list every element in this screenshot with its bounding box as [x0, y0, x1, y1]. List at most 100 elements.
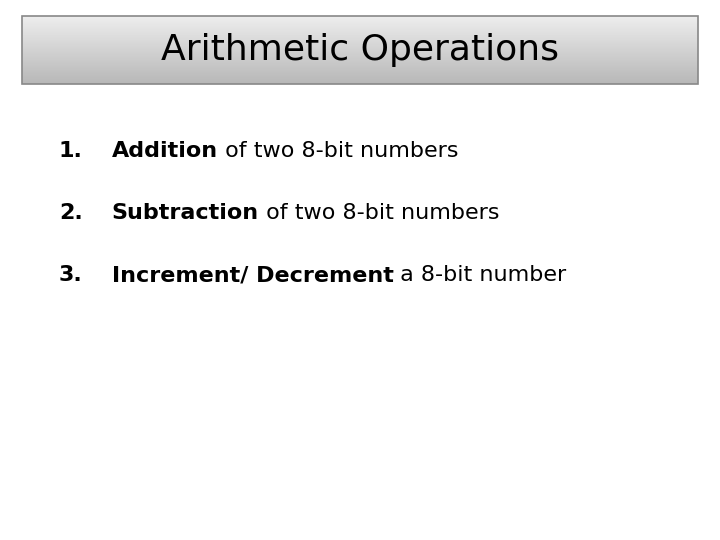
Bar [22, 22, 698, 23]
Bar [22, 47, 698, 48]
Bar [22, 71, 698, 72]
Bar [22, 38, 698, 39]
Bar [22, 45, 698, 46]
Bar [22, 21, 698, 22]
Bar [22, 40, 698, 41]
Bar [22, 68, 698, 69]
Bar [22, 65, 698, 66]
Text: of two 8-bit numbers: of two 8-bit numbers [217, 141, 458, 161]
Bar [22, 51, 698, 52]
Bar [22, 17, 698, 18]
Bar [22, 30, 698, 31]
Bar [22, 16, 698, 17]
Bar [22, 46, 698, 47]
Bar [22, 58, 698, 59]
Bar [22, 64, 698, 65]
Bar [22, 59, 698, 60]
Bar [22, 30, 698, 31]
Bar [22, 36, 698, 37]
Bar [22, 77, 698, 78]
Bar [22, 75, 698, 76]
Bar [22, 44, 698, 45]
Bar [22, 22, 698, 23]
Bar [22, 39, 698, 40]
Bar [22, 16, 698, 84]
Bar [22, 60, 698, 61]
Bar [22, 61, 698, 62]
Bar [22, 38, 698, 39]
Bar [22, 25, 698, 26]
Bar [22, 69, 698, 70]
Bar [22, 77, 698, 78]
Bar [22, 32, 698, 33]
Bar [22, 67, 698, 68]
Bar [22, 28, 698, 29]
Bar [22, 68, 698, 69]
Bar [22, 18, 698, 19]
Bar [22, 78, 698, 79]
Bar [22, 19, 698, 21]
Bar [22, 76, 698, 77]
Bar [22, 22, 698, 23]
Text: of two 8-bit numbers: of two 8-bit numbers [258, 203, 499, 224]
Bar [22, 73, 698, 74]
Bar [22, 50, 698, 51]
Bar [22, 51, 698, 52]
Bar [22, 31, 698, 32]
Text: a 8-bit number: a 8-bit number [393, 265, 567, 286]
Bar [22, 19, 698, 20]
Bar [22, 17, 698, 18]
Text: 3.: 3. [59, 265, 83, 286]
Bar [22, 49, 698, 50]
Bar [22, 29, 698, 30]
Bar [22, 43, 698, 44]
Bar [22, 19, 698, 20]
Bar [22, 25, 698, 26]
Bar [22, 74, 698, 75]
Bar [22, 44, 698, 45]
Bar [22, 62, 698, 63]
Bar [22, 29, 698, 30]
Bar [22, 53, 698, 54]
Bar [22, 60, 698, 62]
Bar [22, 76, 698, 77]
Bar [22, 47, 698, 48]
Bar [22, 55, 698, 56]
Bar [22, 24, 698, 25]
Bar [22, 57, 698, 58]
Bar [22, 21, 698, 22]
Text: Increment/ Decrement: Increment/ Decrement [112, 265, 393, 286]
Bar [22, 32, 698, 33]
Bar [22, 24, 698, 25]
Bar [22, 63, 698, 64]
Bar [22, 81, 698, 82]
Bar [22, 52, 698, 53]
Bar [22, 75, 698, 76]
Bar [22, 56, 698, 57]
Bar [22, 39, 698, 40]
Bar [22, 55, 698, 56]
Bar [22, 74, 698, 75]
Bar [22, 80, 698, 81]
Bar [22, 35, 698, 36]
Bar [22, 42, 698, 43]
Bar [22, 62, 698, 63]
Bar [22, 31, 698, 32]
Bar [22, 43, 698, 44]
Bar [22, 71, 698, 72]
Bar [22, 69, 698, 70]
Text: Addition: Addition [112, 141, 217, 161]
Bar [22, 28, 698, 29]
Text: 2.: 2. [59, 203, 83, 224]
Bar [22, 83, 698, 84]
Bar [22, 16, 698, 17]
Bar [22, 59, 698, 60]
Bar [22, 63, 698, 64]
Bar [22, 57, 698, 58]
Bar [22, 52, 698, 53]
Bar [22, 23, 698, 24]
Bar [22, 52, 698, 53]
Text: Subtraction: Subtraction [112, 203, 258, 224]
Bar [22, 18, 698, 19]
Bar [22, 54, 698, 55]
